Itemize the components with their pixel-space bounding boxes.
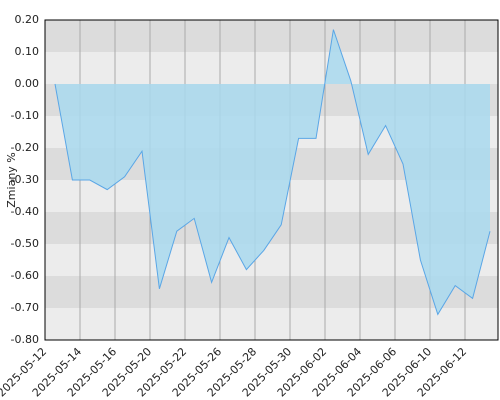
y-tick-label: -0.60: [11, 269, 39, 282]
y-tick-label: -0.70: [11, 301, 39, 314]
grid-band: [45, 308, 498, 340]
y-tick-label: -0.40: [11, 205, 39, 218]
grid-band: [45, 20, 498, 52]
y-tick-label: -0.20: [11, 141, 39, 154]
grid-band: [45, 276, 498, 308]
area: [55, 29, 490, 315]
plot-frame: [44, 19, 499, 341]
grid-band: [45, 52, 498, 84]
y-tick-label: -0.30: [11, 173, 39, 186]
y-axis-label: Zmiany %: [5, 152, 18, 207]
y-tick-label: -0.10: [11, 109, 39, 122]
y-tick-label: 0.10: [15, 45, 40, 58]
line: [54, 29, 491, 316]
y-tick-label: 0.20: [15, 13, 40, 26]
y-tick-label: -0.50: [11, 237, 39, 250]
y-tick-label: -0.80: [11, 333, 39, 346]
y-tick-label: 0.00: [15, 77, 40, 90]
